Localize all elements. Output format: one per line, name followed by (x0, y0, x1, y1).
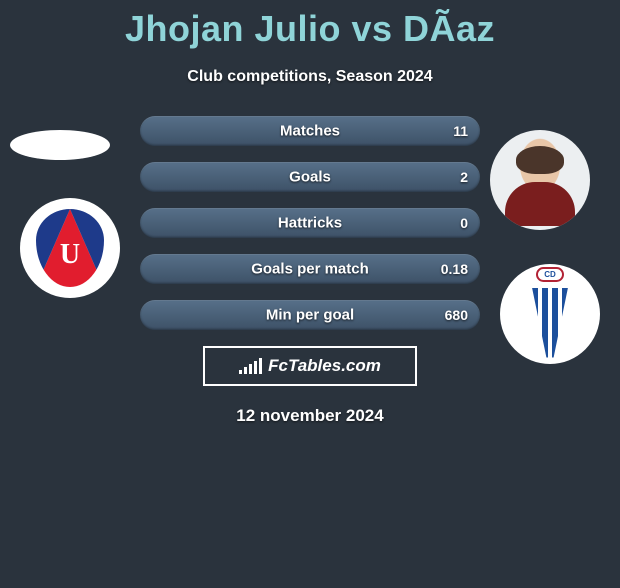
stat-label: Matches (280, 123, 340, 140)
stat-row: Goals per match 0.18 (140, 254, 480, 284)
club-left-glyph: U (60, 239, 80, 271)
stat-row: Hattricks 0 (140, 208, 480, 238)
club-right-logo: CD (500, 264, 600, 364)
stat-label: Goals (289, 169, 331, 186)
player-left-avatar (10, 130, 110, 160)
stat-label: Min per goal (266, 307, 354, 324)
page-subtitle: Club competitions, Season 2024 (0, 68, 620, 86)
stat-value-right: 0 (446, 215, 468, 231)
pennant-icon (532, 288, 568, 358)
stat-value-right: 2 (446, 169, 468, 185)
branding-box[interactable]: FcTables.com (203, 346, 417, 386)
club-right-banner: CD (536, 267, 564, 282)
page-title: Jhojan Julio vs DÃ­az (0, 8, 620, 50)
stat-row: Goals 2 (140, 162, 480, 192)
comparison-panel: U CD Matches 11 Goals 2 Hattricks 0 Goals per … (0, 116, 620, 426)
stat-value-right: 680 (445, 307, 468, 323)
stat-label: Hattricks (278, 215, 342, 232)
stats-table: Matches 11 Goals 2 Hattricks 0 Goals per match… (140, 116, 480, 330)
stat-value-right: 0.18 (441, 261, 468, 277)
stat-value-right: 11 (446, 123, 468, 139)
player-right-avatar (490, 130, 590, 230)
footer-date: 12 november 2024 (0, 406, 620, 426)
stat-row: Matches 11 (140, 116, 480, 146)
branding-text: FcTables.com (268, 356, 381, 376)
bars-icon (239, 358, 262, 374)
shield-icon: U (36, 209, 104, 287)
club-left-logo: U (20, 198, 120, 298)
stat-label: Goals per match (251, 261, 369, 278)
stat-row: Min per goal 680 (140, 300, 480, 330)
